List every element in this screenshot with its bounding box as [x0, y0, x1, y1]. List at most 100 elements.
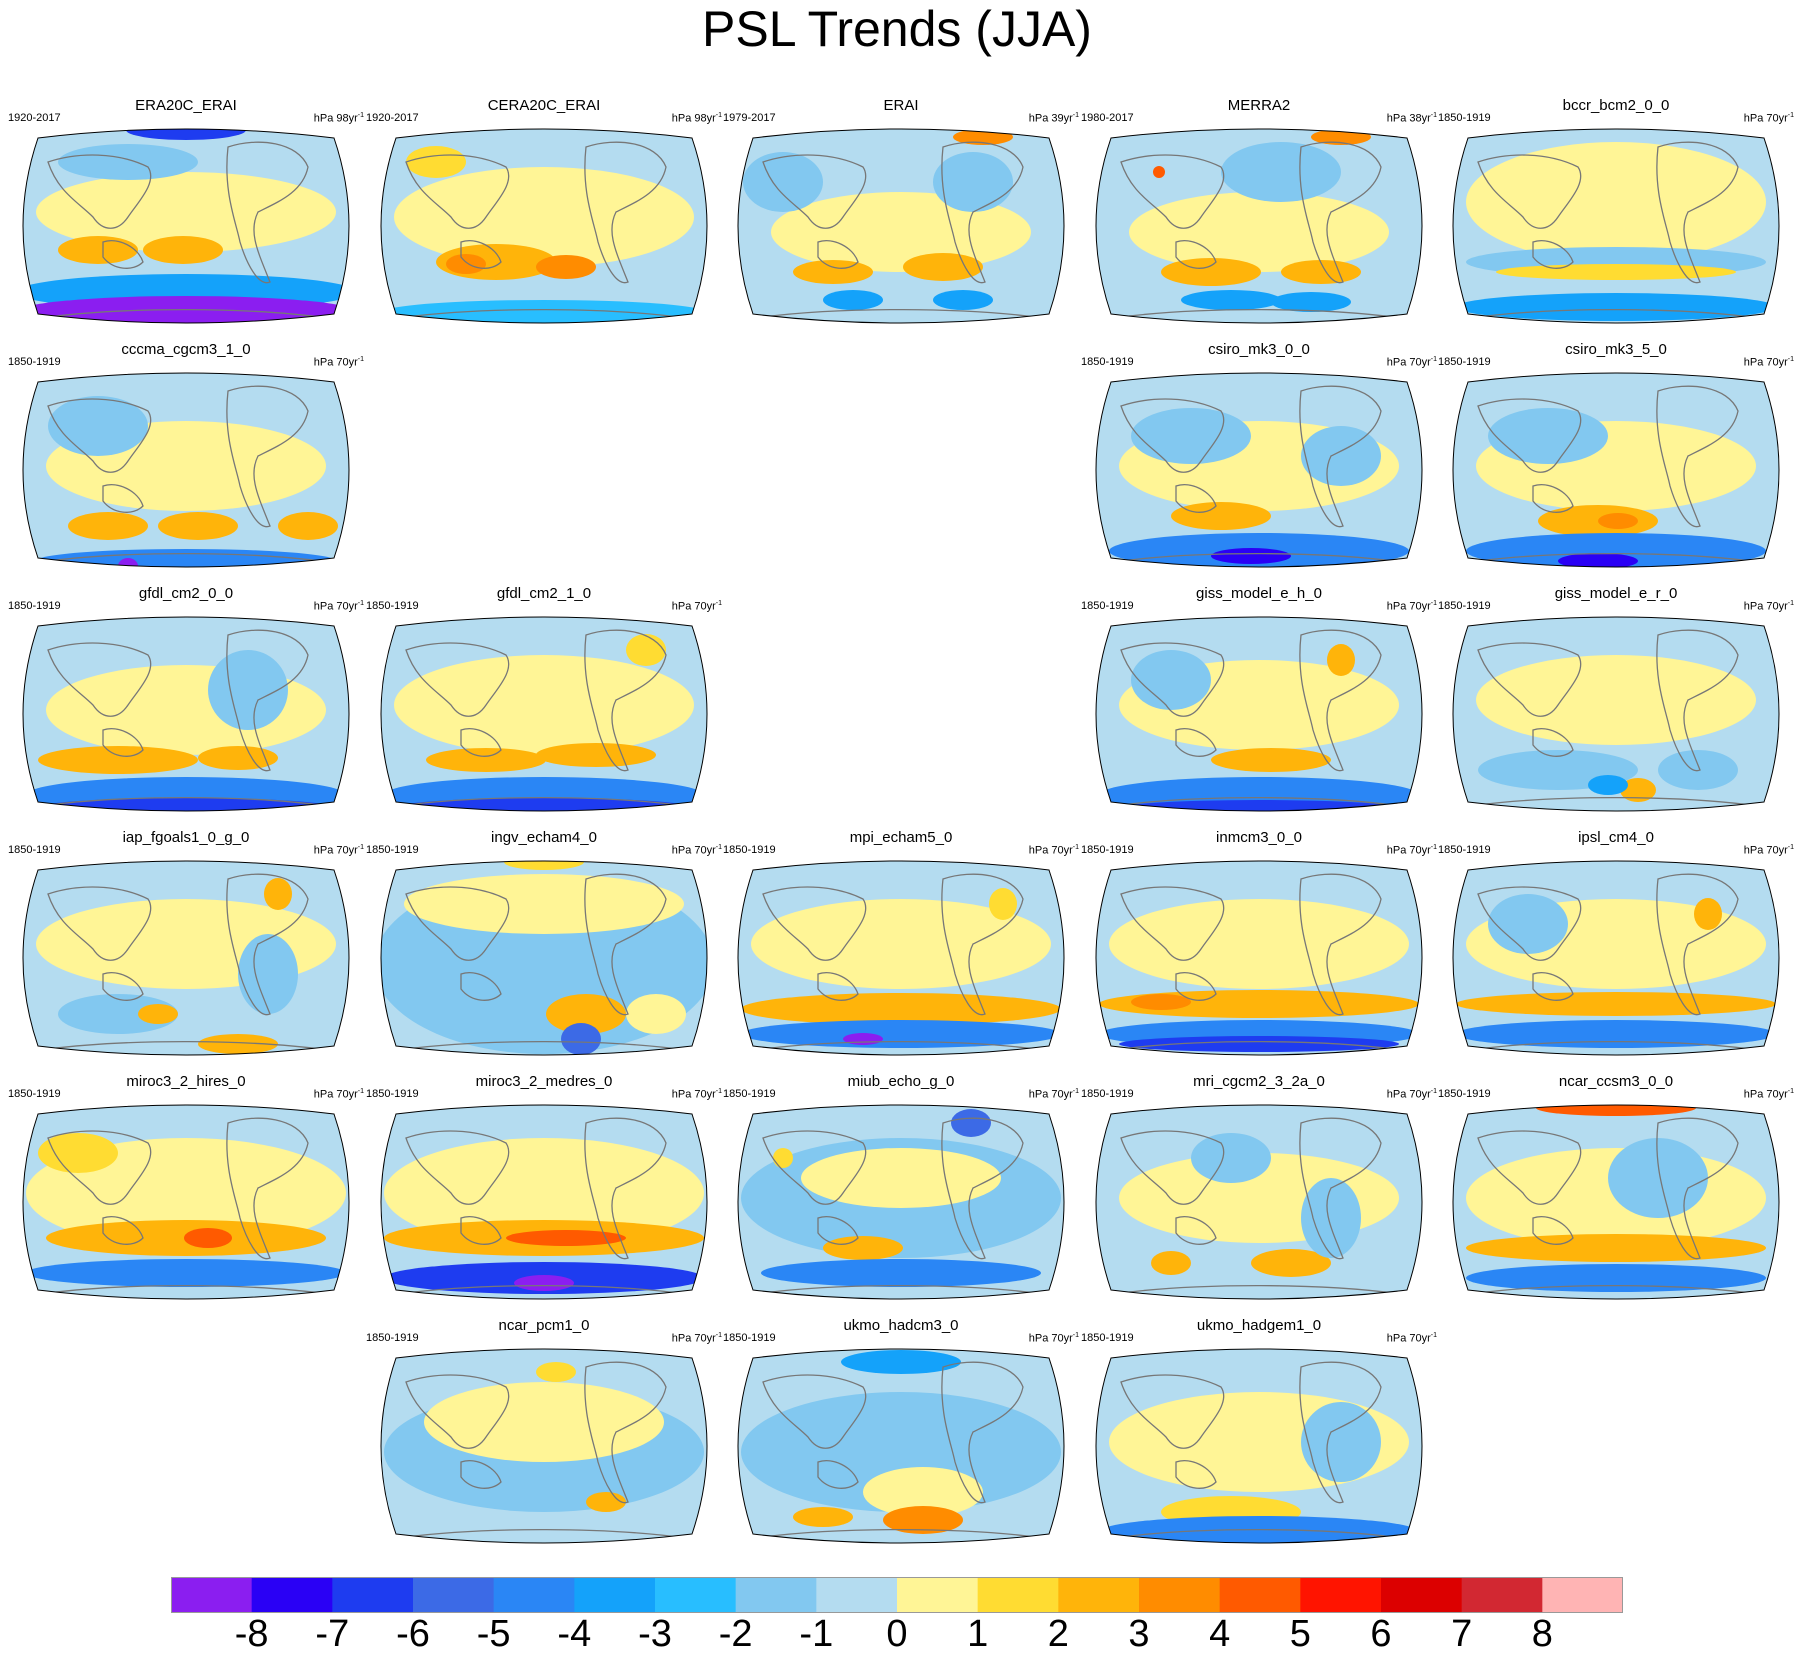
map-19 — [737, 1104, 1065, 1300]
field-blob — [1456, 992, 1776, 1016]
field-blob — [1211, 748, 1331, 772]
field-blob — [1109, 800, 1409, 811]
field-blob — [761, 1259, 1041, 1287]
field-blob — [1466, 142, 1766, 262]
field-blob — [751, 899, 1051, 989]
field-blob — [278, 512, 338, 540]
map-panel: miroc3_2_medres_0 1850-1919 hPa 70yr-1 — [366, 1074, 722, 1306]
map-panel: MERRA2 1980-2017 hPa 38yr-1 — [1081, 98, 1437, 330]
colorbar-tick-label: -4 — [557, 1613, 592, 1655]
field-blob — [514, 1275, 574, 1291]
colorbar-swatch — [1300, 1577, 1382, 1613]
panel-period: 1920-2017 — [8, 112, 61, 124]
panel-units-exponent: -1 — [1787, 600, 1794, 607]
field-blob — [536, 1362, 576, 1382]
map-panel: mpi_echam5_0 1850-1919 hPa 70yr-1 — [723, 830, 1079, 1062]
map-panel: ukmo_hadcm3_0 1850-1919 hPa 70yr-1 — [723, 1318, 1079, 1550]
field-blob — [198, 1034, 278, 1054]
panel-title: mpi_echam5_0 — [849, 829, 953, 846]
panel-period: 1850-1919 — [1438, 1088, 1491, 1100]
map-6 — [1095, 372, 1423, 568]
colorbar-swatch — [1058, 1577, 1140, 1613]
coastline — [405, 1117, 687, 1295]
field-blob — [1131, 650, 1211, 710]
panel-units-text: hPa 70yr — [313, 844, 358, 857]
map-panel: iap_fgoals1_0_g_0 1850-1919 hPa 70yr-1 — [8, 830, 364, 1062]
colorbar-swatch — [1542, 1577, 1623, 1613]
panel-period: 1850-1919 — [723, 1332, 776, 1344]
panel-title: ukmo_hadgem1_0 — [1196, 1317, 1322, 1334]
map-border — [380, 1348, 708, 1544]
panel-units-text: hPa 70yr — [1386, 1088, 1431, 1101]
colorbar-tick-label: 6 — [1370, 1613, 1392, 1655]
map-10 — [1095, 616, 1423, 812]
colorbar-tick-label: 0 — [886, 1613, 908, 1655]
panel-title: CERA20C_ERAI — [487, 97, 601, 114]
coastline — [47, 873, 329, 1051]
coastline — [47, 385, 329, 563]
panel-period: 1850-1919 — [8, 1088, 61, 1100]
map-panel: ncar_ccsm3_0_0 1850-1919 hPa 70yr-1 — [1438, 1074, 1794, 1306]
panel-period: 1850-1919 — [1081, 844, 1134, 856]
field-blob — [1151, 1251, 1191, 1275]
map-panel: csiro_mk3_5_0 1850-1919 hPa 70yr-1 — [1438, 342, 1794, 574]
panel-units-text: hPa 70yr — [313, 600, 358, 613]
field-blob — [58, 144, 198, 180]
coastline — [762, 873, 1044, 1051]
field-blob — [989, 888, 1017, 920]
coastline — [405, 873, 687, 1051]
field-blob — [883, 1506, 963, 1534]
field-blob — [58, 994, 178, 1034]
map-border — [380, 616, 708, 812]
field-blob — [1488, 894, 1568, 954]
panel-units-exponent: -1 — [1072, 1332, 1079, 1339]
map-border — [22, 860, 350, 1056]
field-blob — [1456, 1020, 1776, 1048]
field-blob — [36, 549, 336, 567]
map-border — [1452, 1104, 1780, 1300]
panel-title: miub_echo_g_0 — [847, 1073, 955, 1090]
map-panel: ncar_pcm1_0 1850-1919 hPa 70yr-1 — [366, 1318, 722, 1550]
panel-title: mri_cgcm2_3_2a_0 — [1193, 1073, 1325, 1090]
coastline — [1120, 629, 1402, 807]
field-blob — [771, 192, 1031, 272]
coastline — [405, 1361, 687, 1539]
panel-period: 1850-1919 — [723, 1088, 776, 1100]
colorbar-swatch — [1219, 1577, 1301, 1613]
field-blob — [841, 1350, 961, 1374]
panel-period: 1850-1919 — [1081, 1088, 1134, 1100]
field-blob — [1181, 290, 1281, 310]
panel-units-exponent: -1 — [1430, 600, 1437, 607]
colorbar-swatch — [251, 1577, 333, 1613]
panel-units: hPa 70yr-1 — [1744, 842, 1794, 857]
field-blob — [1171, 502, 1271, 530]
field-blob — [1536, 1105, 1696, 1116]
panel-units-text: hPa 98yr — [313, 112, 358, 125]
panel-period: 1850-1919 — [8, 844, 61, 856]
panel-title: iap_fgoals1_0_g_0 — [122, 829, 250, 846]
field-blob — [184, 1228, 232, 1248]
colorbar-tick-label: -1 — [799, 1613, 834, 1655]
panel-units: hPa 70yr-1 — [672, 598, 722, 613]
field-blob — [1271, 292, 1351, 312]
panel-units: hPa 70yr-1 — [672, 1086, 722, 1101]
colorbar-tick-label: -3 — [638, 1613, 672, 1655]
field-blob — [536, 743, 656, 767]
field-blob — [384, 1138, 704, 1248]
field-blob — [586, 1492, 626, 1512]
field-blob — [1301, 1178, 1361, 1258]
coastline — [1120, 873, 1402, 1051]
panel-title: ingv_echam4_0 — [491, 829, 597, 846]
panel-period: 1850-1919 — [1081, 356, 1134, 368]
map-1 — [380, 128, 708, 324]
panel-title: ncar_pcm1_0 — [498, 1317, 590, 1334]
field-blob — [741, 1392, 1061, 1512]
field-blob — [394, 655, 694, 755]
colorbar-swatch — [1381, 1577, 1463, 1613]
panel-units: hPa 70yr-1 — [1744, 1086, 1794, 1101]
field-blob — [1109, 899, 1409, 989]
field-blob — [1598, 513, 1638, 529]
panel-period: 1980-2017 — [1081, 112, 1134, 124]
field-blob — [773, 1148, 793, 1168]
field-blob — [68, 512, 148, 540]
